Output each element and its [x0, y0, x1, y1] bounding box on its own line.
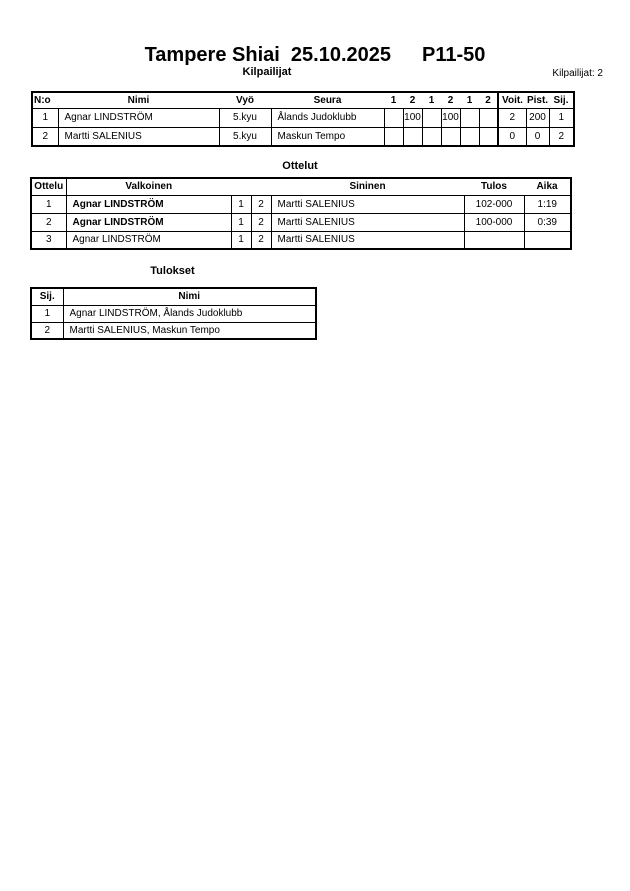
col-header-white: Valkoinen [66, 177, 231, 196]
col-header-time: Aika [524, 177, 571, 196]
result-row: 1 Agnar LINDSTRÖM, Ålands Judoklubb [30, 304, 317, 323]
col-header-blue-no [251, 177, 271, 196]
competitor-belt: 5.kyu [218, 126, 272, 147]
score-cell [421, 107, 442, 128]
match-result: 102-000 [463, 194, 525, 214]
match-blue-no: 2 [250, 194, 272, 214]
match-blue-no: 2 [250, 212, 272, 232]
competitor-club: Maskun Tempo [270, 126, 385, 147]
match-white-name: Agnar LINDSTRÖM [65, 230, 232, 250]
match-result [463, 230, 525, 250]
match-white-name: Agnar LINDSTRÖM [65, 194, 232, 214]
match-no: 1 [30, 194, 67, 214]
col-header-score-2: 2 [403, 91, 422, 109]
score-cell [383, 107, 404, 128]
score-cell [440, 126, 461, 147]
match-blue-name: Martti SALENIUS [270, 230, 465, 250]
score-cell: 100 [440, 107, 461, 128]
competitor-wins: 0 [497, 126, 527, 147]
matches-table: Ottelu Valkoinen Sininen Tulos Aika 1 Ag… [30, 177, 572, 250]
col-header-wins: Voit. [497, 91, 526, 109]
match-white-no: 1 [230, 230, 252, 250]
match-white-name: Agnar LINDSTRÖM [65, 212, 232, 232]
match-time: 1:19 [523, 194, 572, 214]
result-place: 1 [30, 304, 64, 323]
page-title: Tampere Shiai 25.10.2025 P11-50 [0, 44, 630, 67]
section-title-ottelut: Ottelut [282, 160, 318, 172]
col-header-name: Nimi [58, 91, 219, 109]
col-header-belt: Vyö [219, 91, 271, 109]
competitors-header-row: N:o Nimi Vyö Seura 1 2 1 2 1 2 Voit. Pis… [32, 91, 574, 109]
col-header-blue: Sininen [271, 177, 464, 196]
col-header-score-6: 2 [479, 91, 498, 109]
competitor-name: Martti SALENIUS [57, 126, 220, 147]
competitors-count-label: Kilpailijat: 2 [552, 68, 603, 79]
competitor-club: Ålands Judoklubb [270, 107, 385, 128]
result-name: Agnar LINDSTRÖM, Ålands Judoklubb [62, 304, 317, 323]
section-title-tulokset: Tulokset [150, 265, 195, 277]
results-table: Sij. Nimi 1 Agnar LINDSTRÖM, Ålands Judo… [30, 287, 317, 340]
section-title-kilpailijat: Kilpailijat [242, 66, 292, 78]
col-header-no: N:o [32, 91, 58, 109]
page-title-event: Tampere Shiai 25.10.2025 [144, 44, 392, 66]
competitor-name: Agnar LINDSTRÖM [57, 107, 220, 128]
results-header-row: Sij. Nimi [31, 287, 316, 306]
col-header-white-no [231, 177, 251, 196]
competitor-no: 1 [31, 107, 59, 128]
competitor-place: 2 [548, 126, 575, 147]
result-place: 2 [30, 321, 64, 340]
col-header-points: Pist. [526, 91, 549, 109]
score-cell [459, 126, 480, 147]
matches-header-row: Ottelu Valkoinen Sininen Tulos Aika [31, 177, 571, 196]
competitor-wins: 2 [497, 107, 527, 128]
col-header-club: Seura [271, 91, 384, 109]
competitor-points: 0 [525, 126, 550, 147]
match-row: 3 Agnar LINDSTRÖM 1 2 Martti SALENIUS [30, 230, 572, 250]
match-blue-name: Martti SALENIUS [270, 212, 465, 232]
col-header-result-name: Nimi [63, 287, 316, 306]
competitor-row: 1 Agnar LINDSTRÖM 5.kyu Ålands Judoklubb… [31, 107, 575, 128]
competitor-points: 200 [525, 107, 550, 128]
col-header-place: Sij. [549, 91, 574, 109]
match-white-no: 1 [230, 194, 252, 214]
result-row: 2 Martti SALENIUS, Maskun Tempo [30, 321, 317, 340]
col-header-result: Tulos [464, 177, 524, 196]
match-result: 100-000 [463, 212, 525, 232]
match-time [523, 230, 572, 250]
competitor-belt: 5.kyu [218, 107, 272, 128]
score-cell [459, 107, 480, 128]
col-header-match: Ottelu [31, 177, 67, 196]
competitors-table: N:o Nimi Vyö Seura 1 2 1 2 1 2 Voit. Pis… [31, 91, 575, 147]
score-cell [383, 126, 404, 147]
competitor-no: 2 [31, 126, 59, 147]
match-blue-name: Martti SALENIUS [270, 194, 465, 214]
col-header-score-4: 2 [441, 91, 460, 109]
match-row: 2 Agnar LINDSTRÖM 1 2 Martti SALENIUS 10… [30, 212, 572, 232]
match-white-no: 1 [230, 212, 252, 232]
match-blue-no: 2 [250, 230, 272, 250]
col-header-score-1: 1 [384, 91, 403, 109]
score-cell [402, 126, 423, 147]
competitor-row: 2 Martti SALENIUS 5.kyu Maskun Tempo 0 0… [31, 126, 575, 147]
competitor-place: 1 [548, 107, 575, 128]
col-header-result-place: Sij. [31, 287, 64, 306]
score-cell [421, 126, 442, 147]
col-header-score-5: 1 [460, 91, 479, 109]
result-name: Martti SALENIUS, Maskun Tempo [62, 321, 317, 340]
col-header-score-3: 1 [422, 91, 441, 109]
score-cell [478, 126, 499, 147]
match-time: 0:39 [523, 212, 572, 232]
score-cell [478, 107, 499, 128]
match-no: 3 [30, 230, 67, 250]
match-no: 2 [30, 212, 67, 232]
page-title-class: P11-50 [422, 44, 486, 66]
score-cell: 100 [402, 107, 423, 128]
match-row: 1 Agnar LINDSTRÖM 1 2 Martti SALENIUS 10… [30, 194, 572, 214]
